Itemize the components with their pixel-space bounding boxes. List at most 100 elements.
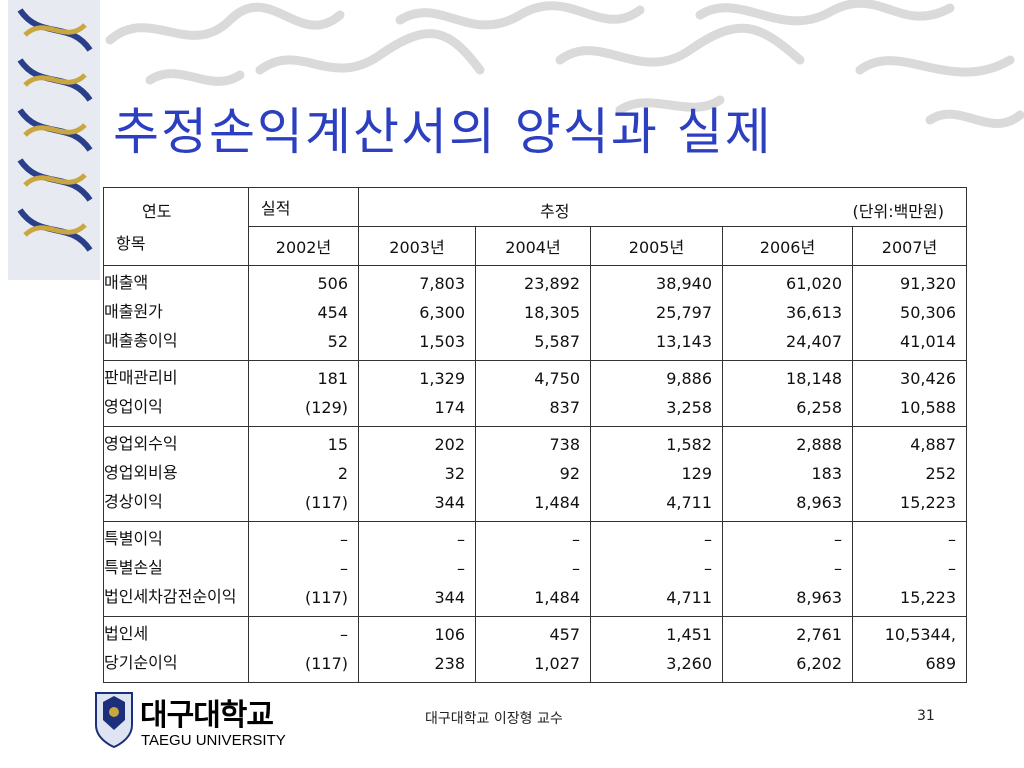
item-label: 매출원가 (104, 302, 163, 321)
value: 3,260 (666, 654, 712, 673)
year-header: 2003년 (358, 226, 476, 266)
header-row: 연도 항목 실적 추정 (단위:백만원) (103, 187, 967, 266)
value: 174 (434, 398, 465, 417)
value: 1,582 (666, 435, 712, 454)
value-cell: 61,020 36,613 24,407 (722, 265, 853, 361)
value-cell: 2,761 6,202 (722, 616, 853, 683)
value: 2,761 (796, 625, 842, 644)
value-cell: 181 (129) (248, 360, 359, 427)
value: 91,320 (900, 274, 956, 293)
value-cell: 2,888 183 8,963 (722, 426, 853, 522)
row-group: 매출액 매출원가 매출총이익 506 454 52 7,803 6,300 1,503 23,89… (103, 265, 967, 361)
value-cell: – – (117) (248, 521, 359, 617)
value: 32 (444, 464, 465, 483)
estimate-label: 추정 (540, 202, 570, 221)
item-label: 법인세차감전순이익 (104, 587, 237, 606)
value: 183 (811, 464, 842, 483)
value: 181 (317, 369, 348, 388)
item-label: 영업이익 (104, 397, 163, 416)
value: 238 (434, 654, 465, 673)
logo-english-name: TAEGU UNIVERSITY (141, 732, 286, 749)
unit-label: (단위:백만원) (852, 202, 944, 221)
value: 6,300 (419, 303, 465, 322)
value: 4,887 (910, 435, 956, 454)
value-cell: 18,148 6,258 (722, 360, 853, 427)
income-statement-table: 연도 항목 실적 추정 (단위:백만원) 2002년 2003년 2004년 2005… (103, 187, 967, 683)
value: – (834, 530, 842, 549)
value-cell: 23,892 18,305 5,587 (475, 265, 591, 361)
value-cell: – – 344 (358, 521, 476, 617)
year-label: 연도 (142, 202, 172, 221)
value: – (572, 559, 580, 578)
item-label: 판매관리비 (104, 368, 178, 387)
actual-header: 실적 (248, 187, 359, 227)
value: 8,963 (796, 493, 842, 512)
value: 30,426 (900, 369, 956, 388)
value-cell: 9,886 3,258 (590, 360, 723, 427)
item-label: 매출총이익 (104, 331, 178, 350)
background-pattern (8, 0, 1024, 280)
value-cell: 10,5344, 689 (852, 616, 967, 683)
item-label: 당기순이익 (104, 653, 178, 672)
value: 13,143 (656, 332, 712, 351)
value-cell: – – 8,963 (722, 521, 853, 617)
value: 52 (327, 332, 348, 351)
value: 25,797 (656, 303, 712, 322)
value: 8,963 (796, 588, 842, 607)
value: 1,027 (534, 654, 580, 673)
value: – (572, 530, 580, 549)
value: 252 (925, 464, 956, 483)
year-header: 2002년 (248, 226, 359, 266)
value: – (340, 625, 348, 644)
value-cell: 30,426 10,588 (852, 360, 967, 427)
value: 202 (434, 435, 465, 454)
value-cell: 457 1,027 (475, 616, 591, 683)
item-label: 법인세 (104, 624, 149, 643)
value: – (457, 559, 465, 578)
value-cell: 38,940 25,797 13,143 (590, 265, 723, 361)
years-row: 2002년 2003년 2004년 2005년 2006년 2007년 (104, 226, 967, 266)
logo-korean-name: 대구대학교 (140, 698, 274, 733)
value: – (834, 559, 842, 578)
value: – (457, 530, 465, 549)
value-cell: 1,451 3,260 (590, 616, 723, 683)
value: 6,202 (796, 654, 842, 673)
value-cell: 7,803 6,300 1,503 (358, 265, 476, 361)
value: 4,750 (534, 369, 580, 388)
value: 106 (434, 625, 465, 644)
value: 506 (317, 274, 348, 293)
item-label: 매출액 (104, 273, 149, 292)
value-cell: 1,582 129 4,711 (590, 426, 723, 522)
logo-emblem (95, 692, 133, 749)
value: (117) (304, 493, 348, 512)
value: 129 (681, 464, 712, 483)
row-group: 판매관리비 영업이익 181 (129) 1,329 174 4,750 837 9,886 3,… (103, 360, 967, 427)
value: 4,711 (666, 493, 712, 512)
value: 2,888 (796, 435, 842, 454)
item-label: 영업외비용 (104, 463, 178, 482)
value: 18,305 (524, 303, 580, 322)
value-cell: 202 32 344 (358, 426, 476, 522)
item-label: 특별손실 (104, 558, 163, 577)
value-cell: – (117) (248, 616, 359, 683)
year-header: 2007년 (852, 226, 967, 266)
value: 1,484 (534, 493, 580, 512)
item-label: 특별이익 (104, 529, 163, 548)
item-label: 경상이익 (104, 492, 163, 511)
header-corner: 연도 항목 (103, 187, 249, 266)
value: 38,940 (656, 274, 712, 293)
value: 41,014 (900, 332, 956, 351)
value: 3,258 (666, 398, 712, 417)
value-cell: 1,329 174 (358, 360, 476, 427)
value-cell: – – 4,711 (590, 521, 723, 617)
value: (117) (304, 654, 348, 673)
value: 36,613 (786, 303, 842, 322)
value: 738 (549, 435, 580, 454)
value: 15,223 (900, 493, 956, 512)
value: 15 (327, 435, 348, 454)
value: 5,587 (534, 332, 580, 351)
value: 344 (434, 493, 465, 512)
